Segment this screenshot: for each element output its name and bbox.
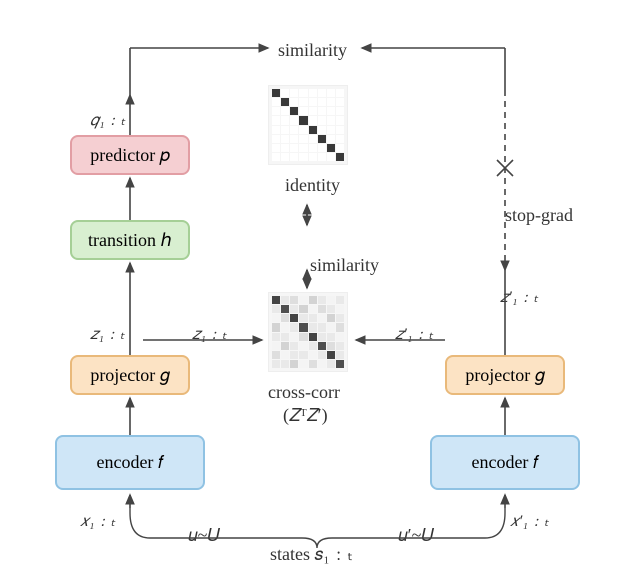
identity-label: identity xyxy=(285,175,340,196)
stop-grad-label: stop-grad xyxy=(505,205,573,226)
projector-right-box: projector 𝑔 xyxy=(445,355,565,395)
cross-corr-math-label: (𝑍ᵀ𝑍′) xyxy=(283,405,328,426)
predictor-label: predictor 𝑝 xyxy=(90,145,170,166)
u-left-label: 𝑢~𝑈 xyxy=(188,525,220,546)
projector-left-box: projector 𝑔 xyxy=(70,355,190,395)
x1t-left-label: 𝑥₁﹕ₜ xyxy=(80,507,115,531)
q1t-label: 𝑞₁﹕ₜ xyxy=(90,106,125,130)
transition-label: transition ℎ xyxy=(88,230,172,251)
z1t-arrow-label: 𝑧₁﹕ₜ xyxy=(192,320,227,344)
similarity-mid-label: similarity xyxy=(310,255,379,276)
cross-corr-label: cross-corr xyxy=(268,382,340,403)
encoder-right-label: encoder 𝑓 xyxy=(471,452,538,473)
u-right-label: 𝑢′~𝑈 xyxy=(398,525,434,546)
encoder-right-box: encoder 𝑓 xyxy=(430,435,580,490)
z1t-left-label: 𝑧₁﹕ₜ xyxy=(90,320,125,344)
predictor-box: predictor 𝑝 xyxy=(70,135,190,175)
encoder-left-box: encoder 𝑓 xyxy=(55,435,205,490)
encoder-left-label: encoder 𝑓 xyxy=(96,452,163,473)
similarity-top-label: similarity xyxy=(278,40,347,61)
x1t-right-label: 𝑥′₁﹕ₜ xyxy=(510,507,549,531)
z1t-r1-label: 𝑧′₁﹕ₜ xyxy=(395,320,433,344)
states-label: states 𝑠₁﹕ₜ xyxy=(270,540,353,566)
transition-box: transition ℎ xyxy=(70,220,190,260)
identity-matrix xyxy=(268,85,348,165)
projector-right-label: projector 𝑔 xyxy=(465,365,544,386)
cross-corr-matrix xyxy=(268,292,348,372)
projector-left-label: projector 𝑔 xyxy=(90,365,169,386)
z1t-r2-label: 𝑧′₁﹕ₜ xyxy=(500,283,538,307)
